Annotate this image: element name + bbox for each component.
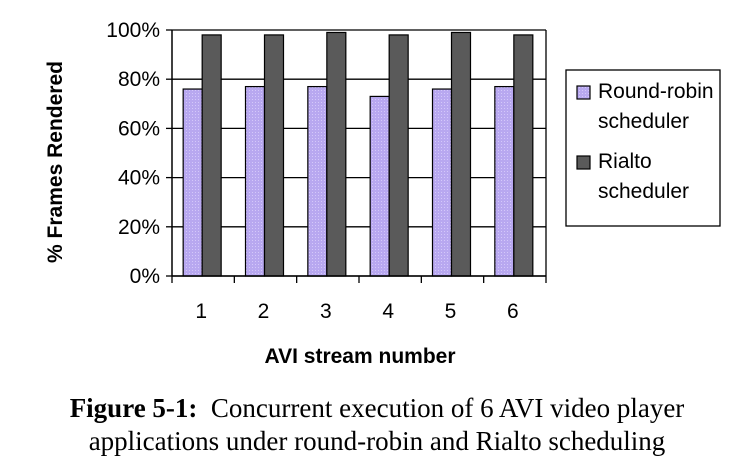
legend-label: Round-robin xyxy=(598,80,714,103)
bar-round-robin xyxy=(244,85,266,277)
caption-line-2: applications under round-robin and Rialt… xyxy=(88,426,666,456)
y-tick-labels: 0% 20% 40% 60% 80% 100% xyxy=(106,19,160,288)
legend: Round-robin scheduler Rialto scheduler xyxy=(565,69,721,227)
gridlines xyxy=(172,29,546,277)
x-tick-label: 1 xyxy=(195,300,207,323)
caption-text-1: Concurrent execution of 6 AVI video play… xyxy=(210,393,685,423)
bar-rialto xyxy=(513,34,534,277)
legend-swatch-rialto xyxy=(576,155,591,170)
bar-rialto xyxy=(388,34,409,277)
legend-swatch-round-robin xyxy=(576,85,591,100)
bar-rialto xyxy=(450,31,472,277)
bar-round-robin xyxy=(307,85,328,277)
axes xyxy=(166,29,547,283)
x-tick-label: 5 xyxy=(445,300,457,323)
caption-line-1: Figure 5-1: Concurrent execution of 6 AV… xyxy=(0,392,754,425)
y-tick-label: 40% xyxy=(118,167,160,190)
bar-round-robin xyxy=(369,95,390,277)
x-tick-label: 4 xyxy=(382,300,394,323)
x-tick-label: 2 xyxy=(258,300,270,323)
legend-label: scheduler xyxy=(598,180,689,203)
bars xyxy=(182,31,534,277)
x-tick-label: 3 xyxy=(320,300,332,323)
legend-label: Rialto xyxy=(598,150,652,173)
y-tick-label: 100% xyxy=(106,19,160,42)
bar-round-robin xyxy=(431,88,453,277)
y-axis-label: % Frames Rendered xyxy=(44,61,67,263)
bar-round-robin xyxy=(182,88,203,277)
bar-rialto xyxy=(263,34,285,277)
bar-rialto xyxy=(326,31,347,277)
x-axis-label: AVI stream number xyxy=(265,345,456,368)
x-tick-label: 6 xyxy=(507,300,519,323)
x-tick-labels: 1 2 3 4 5 6 xyxy=(195,300,518,323)
y-tick-label: 80% xyxy=(118,68,160,91)
y-tick-label: 60% xyxy=(118,117,160,140)
bar-chart: 0% 20% 40% 60% 80% 100% 1 2 3 4 5 6 % Frames Rende… xyxy=(44,19,721,368)
y-tick-label: 20% xyxy=(118,216,160,239)
bar-round-robin xyxy=(494,85,515,277)
y-tick-label: 0% xyxy=(130,265,160,288)
legend-box xyxy=(565,69,721,227)
caption-figure-label: Figure 5-1: xyxy=(69,393,198,423)
figure-caption: Figure 5-1: Concurrent execution of 6 AV… xyxy=(0,392,754,458)
legend-label: scheduler xyxy=(598,110,689,133)
bar-rialto xyxy=(201,34,222,277)
